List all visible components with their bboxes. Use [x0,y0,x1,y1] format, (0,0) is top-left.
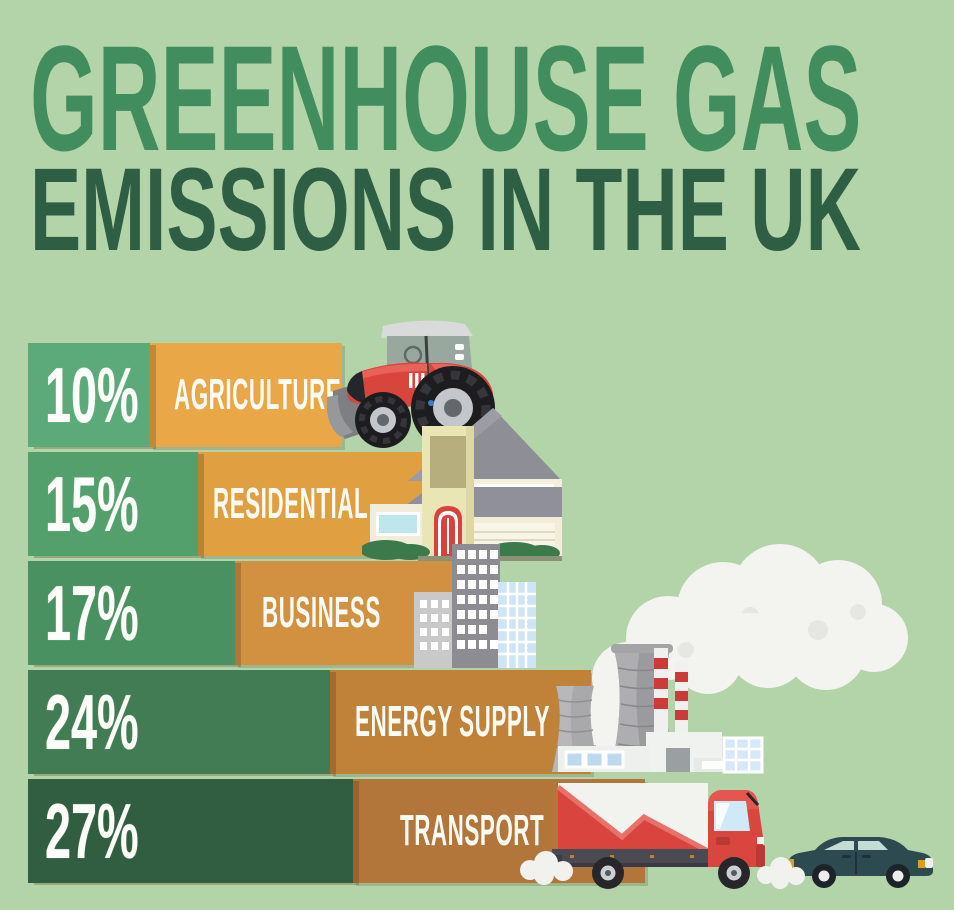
title-text-secondary: EMISSIONS IN THE UK [30,144,862,276]
bar-label: AGRICULTURE [174,370,342,419]
bar-label: ENERGY SUPPLY [355,697,550,746]
bar-green-segment: 10% [28,343,150,447]
bar-value: 24% [45,678,139,766]
bar-value: 17% [45,569,139,657]
bar-orange-segment: ENERGY SUPPLY [330,670,591,774]
bar-green-segment: 27% [28,779,353,883]
city-buildings-icon [412,542,542,668]
bar-label: RESIDENTIAL [213,479,369,528]
bar-row-agriculture: 10% AGRICULTURE [28,343,954,447]
bar-label: BUSINESS [262,588,381,637]
bar-value: 10% [45,351,139,439]
bar-green-segment: 15% [28,452,198,556]
bar-value: 27% [45,787,139,875]
title-text-primary: GREENHOUSE GAS [30,14,862,182]
page-title-line-2: EMISSIONS IN THE UK [30,151,954,269]
bar-row-energy-supply: 24% ENERGY SUPPLY [28,670,954,774]
bar-value: 15% [45,460,139,548]
bar-green-segment: 24% [28,670,330,774]
car-exhaust-smoke-icon [754,856,810,890]
tractor-icon [325,313,505,453]
car-icon [784,830,936,890]
truck-exhaust-smoke-icon [516,848,580,886]
bar-row-residential: 15% RESIDENTIAL [28,452,954,556]
power-plant-icon [528,520,908,782]
bar-row-business: 17% BUSINESS [28,561,954,665]
truck-icon [550,779,782,891]
bar-green-segment: 17% [28,561,235,665]
bar-orange-segment: AGRICULTURE [150,343,342,447]
bar-label: TRANSPORT [400,806,545,855]
page-title-line-1: GREENHOUSE GAS [30,23,954,173]
